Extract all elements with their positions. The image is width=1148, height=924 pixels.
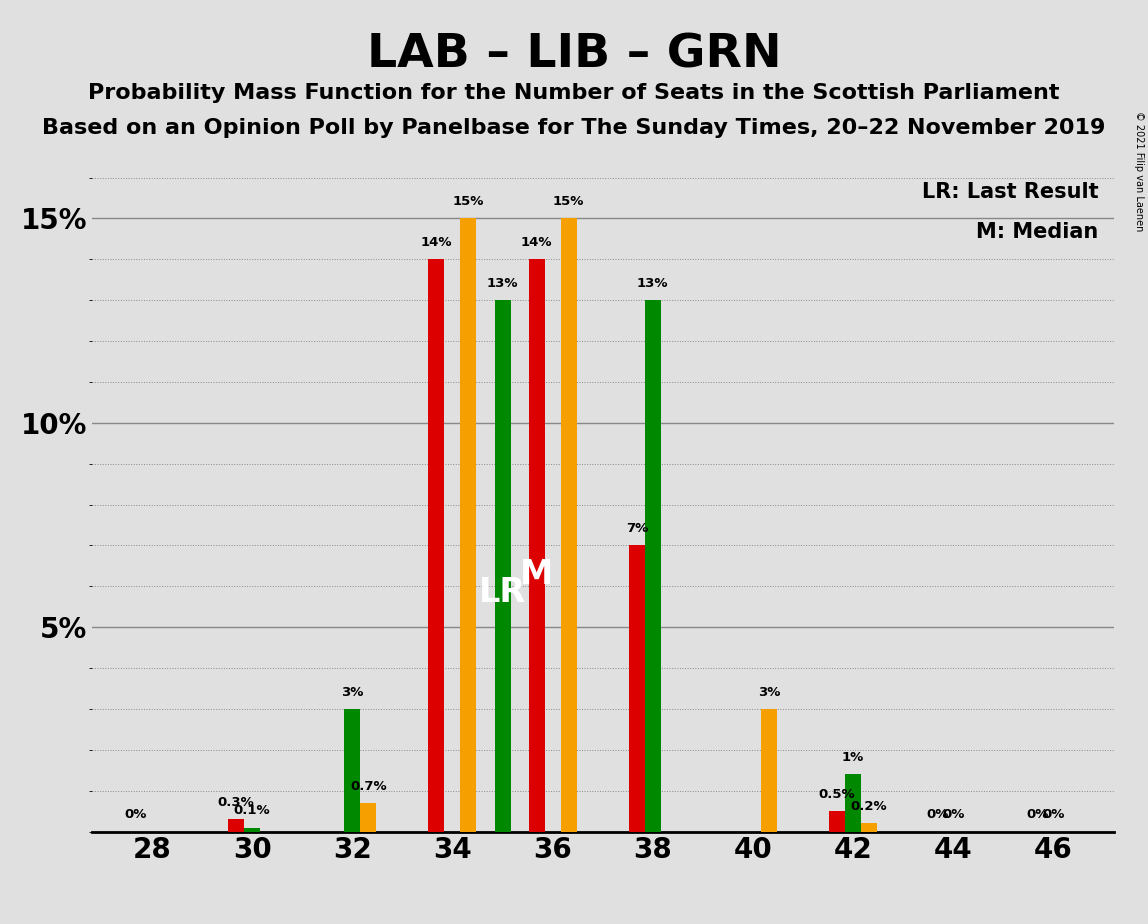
Bar <box>761 709 777 832</box>
Bar <box>845 774 861 832</box>
Text: 0.2%: 0.2% <box>851 800 887 813</box>
Bar <box>629 545 645 832</box>
Text: 0%: 0% <box>943 808 964 821</box>
Text: 1%: 1% <box>841 751 864 764</box>
Text: LR: LR <box>479 576 526 609</box>
Bar <box>460 218 476 832</box>
Text: 0%: 0% <box>1026 808 1048 821</box>
Text: 3%: 3% <box>758 686 781 699</box>
Bar <box>228 820 245 832</box>
Bar <box>344 709 360 832</box>
Bar <box>428 260 444 832</box>
Text: 0.1%: 0.1% <box>234 804 271 818</box>
Text: © 2021 Filip van Laenen: © 2021 Filip van Laenen <box>1134 111 1143 231</box>
Text: Probability Mass Function for the Number of Seats in the Scottish Parliament: Probability Mass Function for the Number… <box>88 83 1060 103</box>
Text: 3%: 3% <box>341 686 364 699</box>
Bar <box>645 300 661 832</box>
Text: LAB – LIB – GRN: LAB – LIB – GRN <box>366 32 782 78</box>
Text: 15%: 15% <box>553 195 584 208</box>
Bar <box>861 823 877 832</box>
Bar <box>560 218 576 832</box>
Bar <box>495 300 511 832</box>
Bar <box>360 803 377 832</box>
Text: 14%: 14% <box>420 236 452 249</box>
Text: Based on an Opinion Poll by Panelbase for The Sunday Times, 20–22 November 2019: Based on an Opinion Poll by Panelbase fo… <box>42 118 1106 139</box>
Text: M: Median: M: Median <box>976 223 1099 242</box>
Text: LR: Last Result: LR: Last Result <box>922 182 1099 201</box>
Text: 14%: 14% <box>521 236 552 249</box>
Text: 13%: 13% <box>487 277 518 290</box>
Text: 15%: 15% <box>452 195 484 208</box>
Text: 0.5%: 0.5% <box>819 788 855 801</box>
Text: 7%: 7% <box>626 522 647 535</box>
Text: 0%: 0% <box>1042 808 1064 821</box>
Text: M: M <box>520 557 553 590</box>
Bar <box>245 828 261 832</box>
Bar <box>528 260 544 832</box>
Text: 0%: 0% <box>926 808 948 821</box>
Text: 0.3%: 0.3% <box>218 796 255 809</box>
Bar <box>829 811 845 832</box>
Text: 0%: 0% <box>125 808 147 821</box>
Text: 0.7%: 0.7% <box>350 780 387 793</box>
Text: 13%: 13% <box>637 277 668 290</box>
